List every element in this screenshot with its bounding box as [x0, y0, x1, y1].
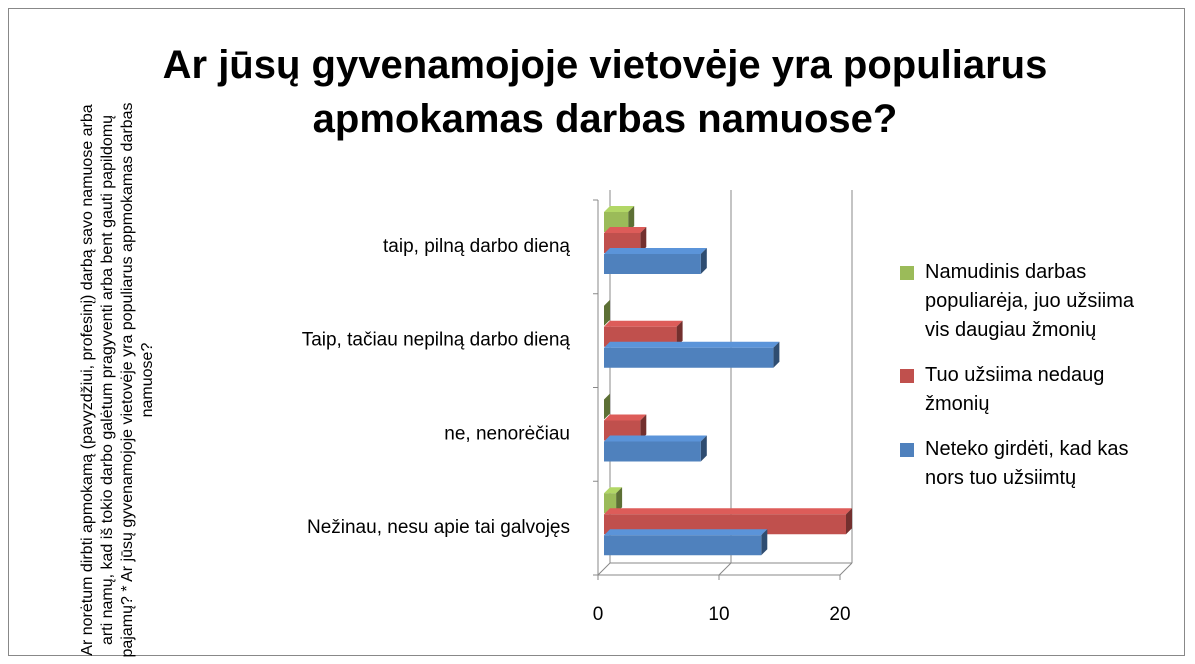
legend-item: Tuo užsiima nedaug žmonių	[895, 361, 1145, 419]
bar-side	[700, 248, 707, 274]
legend-label: Tuo užsiima nedaug žmonių	[925, 364, 1105, 415]
bar-top	[604, 435, 707, 442]
bar-side	[640, 414, 647, 441]
bar-side	[604, 393, 610, 420]
bar	[604, 435, 707, 462]
bar-top	[604, 414, 647, 421]
grid-floor	[597, 562, 611, 576]
bar-side	[628, 206, 635, 232]
bar-side	[616, 487, 623, 514]
y-tick-label: ne, nenorėčiau	[444, 423, 570, 444]
grid-floor	[839, 562, 853, 576]
bar-side	[846, 508, 852, 535]
legend-label: Namudinis darbas populiarėja, juo užsiim…	[925, 261, 1135, 341]
grid-floor	[718, 562, 732, 576]
bar	[604, 299, 610, 326]
chart-title: Ar jūsų gyvenamojoje vietovėje yra popul…	[162, 43, 1048, 141]
bar-front	[604, 347, 774, 368]
chart-frame	[8, 8, 1185, 656]
legend-swatch	[900, 369, 914, 383]
bar-side	[640, 227, 647, 253]
bar-top	[604, 341, 780, 348]
legend-item: Neteko girdėti, kad kas nors tuo užsiimt…	[895, 435, 1145, 493]
bar-top	[604, 320, 683, 327]
legend-item: Namudinis darbas populiarėja, juo užsiim…	[895, 258, 1145, 345]
bar-side	[700, 435, 707, 462]
y-tick-label: Nežinau, nesu apie tai galvojęs	[307, 517, 570, 538]
y-axis-label: Ar norėtum dirbti apmokamą (pavyzdžiui, …	[79, 102, 156, 658]
bar-top	[604, 248, 707, 254]
legend-swatch	[900, 443, 914, 457]
bar-side	[773, 341, 780, 368]
bar-top	[604, 529, 768, 536]
bar-front	[604, 254, 701, 274]
bar-front	[604, 535, 762, 556]
bar-top	[604, 227, 647, 233]
x-tick-label: 20	[829, 604, 850, 625]
bar-top	[604, 206, 635, 212]
bar-side	[761, 529, 768, 556]
legend-swatch	[900, 266, 914, 280]
legend-label: Neteko girdėti, kad kas nors tuo užsiimt…	[925, 438, 1129, 489]
bar-side	[604, 299, 610, 326]
bar	[604, 341, 780, 368]
bar	[604, 529, 768, 556]
legend: Namudinis darbas populiarėja, juo užsiim…	[895, 258, 1145, 509]
bar	[604, 393, 610, 420]
bar-top	[604, 487, 623, 494]
x-tick-label: 0	[593, 604, 604, 625]
y-tick-label: Taip, tačiau nepilną darbo dieną	[302, 330, 571, 351]
bar	[604, 248, 707, 274]
bar-side	[676, 320, 683, 347]
y-tick-label: taip, pilną darbo dieną	[383, 236, 570, 257]
bar-top	[604, 508, 852, 515]
x-tick-label: 10	[708, 604, 729, 625]
bar-front	[604, 441, 701, 462]
